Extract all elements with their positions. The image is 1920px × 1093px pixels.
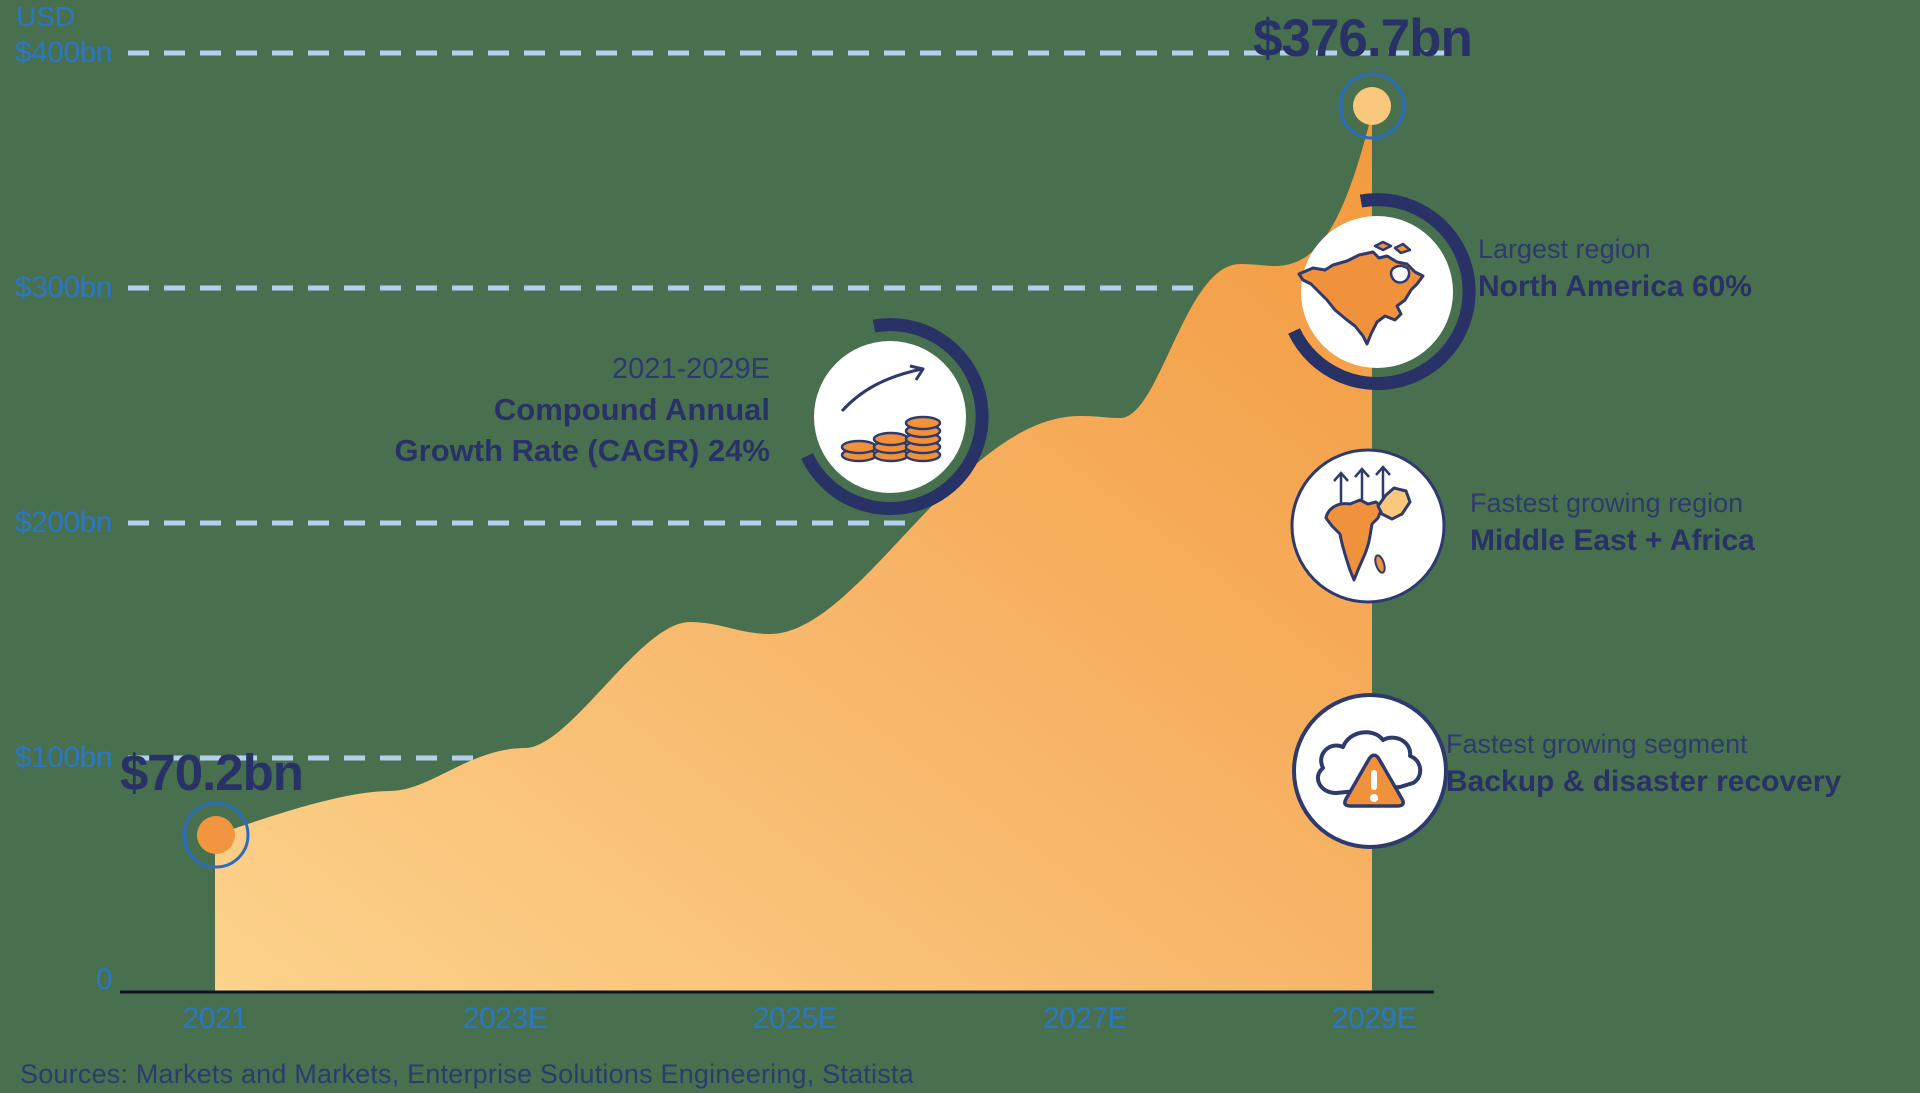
- x-tick-2025e: 2025E: [752, 1002, 838, 1035]
- source-note: Sources: Markets and Markets, Enterprise…: [20, 1059, 914, 1089]
- y-tick-200bn: $200bn: [14, 506, 113, 539]
- coin-stacks-growth-icon: [801, 318, 989, 516]
- callout-fastest-region-caption: Fastest growing region: [1470, 488, 1744, 518]
- middle-east-africa-growth-icon: [1290, 448, 1446, 604]
- peak-data-point: [1338, 72, 1406, 140]
- peak-value-label: $376.7bn: [1253, 9, 1473, 68]
- y-tick-300bn: $300bn: [14, 271, 113, 304]
- y-tick-zero: 0: [95, 963, 113, 996]
- x-tick-2029e: 2029E: [1331, 1002, 1417, 1035]
- callout-fastest-segment-caption: Fastest growing segment: [1446, 729, 1748, 759]
- area-series: [215, 113, 1372, 991]
- callout-fastest-segment-value: Backup & disaster recovery: [1446, 765, 1842, 799]
- y-tick-400bn: $400bn: [14, 36, 113, 69]
- cagr-period: 2021-2029E: [611, 353, 770, 385]
- callout-largest-region-value: North America 60%: [1478, 270, 1752, 304]
- cloud-warning-icon: [1292, 693, 1448, 849]
- callout-fastest-segment: Fastest growing segment Backup & disaste…: [1446, 727, 1841, 801]
- start-data-point: [182, 801, 250, 869]
- cagr-annotation: 2021-2029E Compound Annual Growth Rate (…: [358, 350, 770, 472]
- callout-fastest-region: Fastest growing region Middle East + Afr…: [1470, 486, 1755, 560]
- x-tick-2021: 2021: [182, 1002, 248, 1035]
- cagr-title-line1: Compound Annual: [493, 391, 770, 427]
- callout-largest-region-caption: Largest region: [1478, 234, 1651, 264]
- cagr-title-line2: Growth Rate (CAGR) 24%: [394, 433, 770, 469]
- y-tick-100bn: $100bn: [14, 741, 113, 774]
- start-value-label: $70.2bn: [120, 744, 304, 801]
- callout-fastest-region-value: Middle East + Africa: [1470, 524, 1755, 558]
- callout-largest-region: Largest region North America 60%: [1478, 232, 1752, 306]
- x-tick-2023e: 2023E: [462, 1002, 548, 1035]
- north-america-map-icon: [1288, 193, 1476, 391]
- y-axis-unit-label: USD: [16, 1, 76, 32]
- x-tick-2027e: 2027E: [1042, 1002, 1128, 1035]
